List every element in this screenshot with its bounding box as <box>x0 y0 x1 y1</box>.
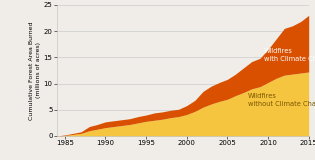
Text: Wildfires
with Climate Change: Wildfires with Climate Change <box>264 48 315 62</box>
Y-axis label: Cumulative Forest Area Burned
(millions of acres): Cumulative Forest Area Burned (millions … <box>29 21 41 120</box>
Text: Wildfires
without Climate Change: Wildfires without Climate Change <box>248 93 315 107</box>
